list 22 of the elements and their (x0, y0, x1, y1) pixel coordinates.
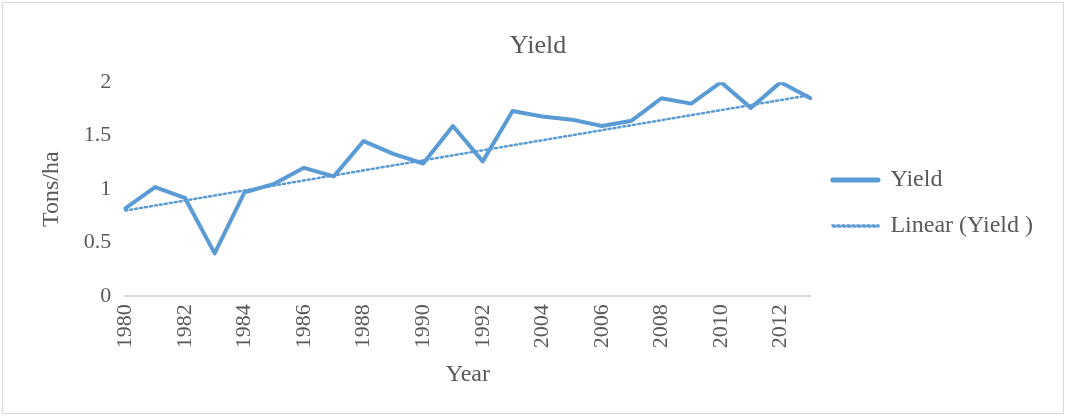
x-tick-label: 2010 (706, 304, 732, 349)
chart-title: Yield (509, 30, 567, 60)
x-axis-title: Year (445, 359, 490, 386)
x-tick-label: 2012 (766, 304, 792, 349)
legend-label: Yield (890, 165, 943, 192)
y-tick-label: 1.5 (83, 121, 112, 147)
x-tick-label: 1984 (230, 304, 256, 349)
y-tick-label: 1 (100, 174, 112, 200)
x-tick-label: 1982 (170, 304, 196, 349)
x-tick-label: 2006 (587, 304, 613, 349)
y-tick-label: 2 (100, 67, 112, 93)
x-tick-label: 1990 (408, 304, 434, 349)
legend-label: Linear (Yield ) (890, 211, 1033, 238)
x-tick-label: 1986 (289, 304, 315, 349)
x-tick-label: 1988 (349, 304, 375, 349)
x-tick-label: 1992 (468, 304, 494, 349)
y-tick-label: 0 (100, 281, 112, 307)
x-tick-label: 1980 (111, 304, 137, 349)
x-tick-label: 2004 (528, 304, 554, 349)
x-tick-label: 2008 (647, 304, 673, 349)
y-tick-label: 0.5 (83, 228, 112, 254)
y-axis-title: Tons/ha (36, 151, 63, 228)
